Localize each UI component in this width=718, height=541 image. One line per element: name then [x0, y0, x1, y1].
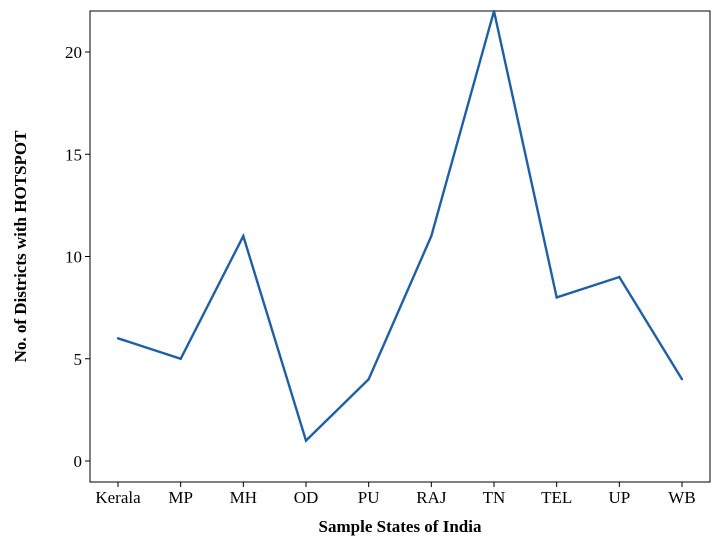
y-axis-ticks: 0 5 10 15 20	[65, 43, 90, 471]
data-point	[242, 234, 245, 238]
y-tick-label: 15	[65, 145, 82, 164]
y-tick-label: 20	[65, 43, 82, 62]
data-point	[680, 378, 684, 381]
data-point	[179, 357, 182, 360]
x-tick-label: Kerala	[95, 488, 141, 507]
data-point	[367, 378, 370, 381]
data-point	[492, 9, 496, 13]
data-point	[430, 234, 433, 238]
x-tick-label: MP	[168, 488, 193, 507]
x-tick-label: UP	[608, 488, 630, 507]
x-tick-label: RAJ	[416, 488, 447, 507]
y-tick-label: 10	[65, 248, 82, 267]
y-tick-label: 5	[74, 350, 83, 369]
x-tick-label: TEL	[541, 488, 572, 507]
x-tick-label: OD	[294, 488, 319, 507]
series-layer	[116, 9, 684, 443]
data-point	[116, 337, 120, 340]
x-tick-label: PU	[358, 488, 380, 507]
x-axis-label: Sample States of India	[319, 517, 482, 536]
series-line	[117, 10, 684, 443]
x-axis-ticks: Kerala MP MH OD PU RAJ TN TEL UP WB	[95, 482, 696, 507]
y-tick-label: 0	[74, 452, 83, 471]
data-point	[555, 296, 558, 299]
x-tick-label: WB	[668, 488, 695, 507]
plot-frame	[89, 10, 711, 483]
x-tick-label: TN	[483, 488, 506, 507]
data-point	[618, 275, 621, 279]
y-axis-label: No. of Districts with HOTSPOT	[11, 130, 30, 363]
x-tick-label: MH	[230, 488, 257, 507]
data-point	[304, 439, 308, 442]
